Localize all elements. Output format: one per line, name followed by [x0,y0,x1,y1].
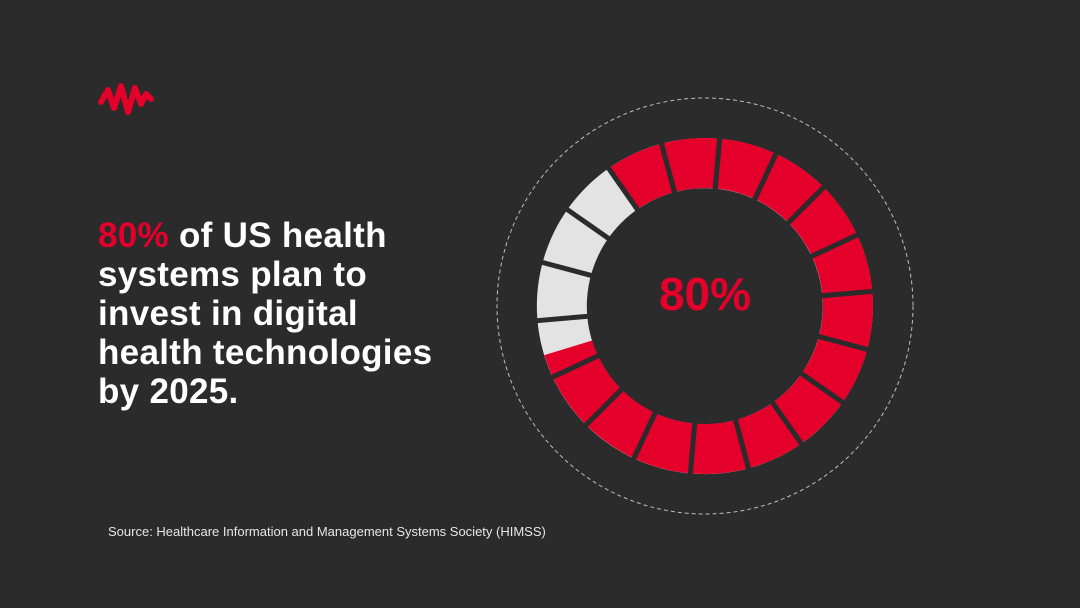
segment-gap [751,150,780,202]
segment-gap [564,206,612,242]
segment-gap [732,417,752,471]
headline-text: of US health systems plan to invest in d… [98,216,433,411]
segment-gap [769,399,805,447]
segment-gap [820,288,875,299]
segment-gap [809,231,861,260]
segment-gap [798,370,846,406]
segment-gap [540,259,594,279]
headline: 80% of US health systems plan to invest … [98,216,443,411]
segment-gap [583,386,625,428]
logo [98,83,154,115]
segment-gap [712,136,723,191]
dashed-ring [496,97,914,515]
segment-gap [687,421,698,476]
center-label: 80% [659,268,751,320]
headline-highlight: 80% [98,216,169,255]
segment-gap [605,165,641,213]
source: Source: Healthcare Information and Manag… [108,524,546,539]
segment-gap [658,141,678,195]
gauge [535,136,875,476]
segment-gap [816,333,870,353]
segment-gap [785,184,827,226]
segment-gap [630,410,659,462]
segment-gap [535,313,590,324]
segment-gap [549,352,601,381]
